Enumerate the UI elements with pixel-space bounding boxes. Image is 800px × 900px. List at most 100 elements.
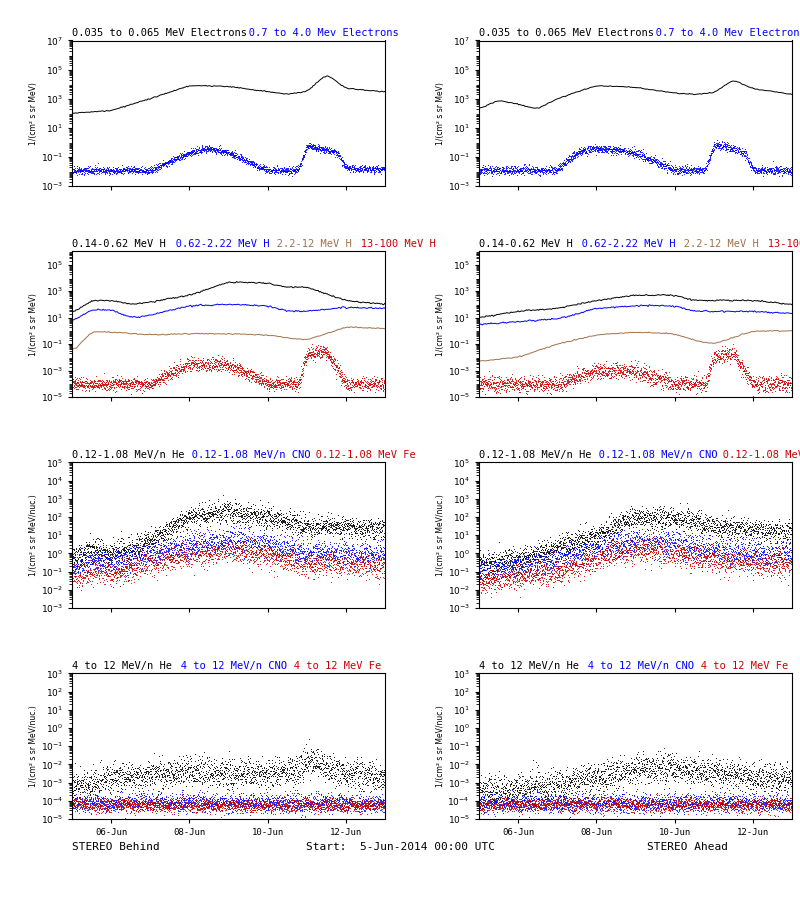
Point: [506, 789, 519, 804]
Point: [742, 759, 755, 773]
Point: [364, 797, 377, 812]
Point: [220, 763, 233, 778]
Point: [332, 552, 345, 566]
Point: [713, 757, 726, 771]
Point: [508, 789, 521, 804]
Point: [189, 535, 202, 549]
Point: [682, 548, 695, 562]
Point: [163, 552, 176, 566]
Point: [658, 158, 670, 173]
Point: [574, 792, 586, 806]
Point: [570, 550, 583, 564]
Point: [246, 372, 258, 386]
Point: [654, 530, 667, 544]
Point: [248, 369, 261, 383]
Point: [70, 770, 83, 784]
Point: [617, 366, 630, 381]
Point: [782, 376, 794, 391]
Point: [660, 796, 673, 810]
Point: [73, 550, 86, 564]
Point: [195, 537, 208, 552]
Point: [132, 375, 145, 390]
Point: [715, 140, 728, 155]
Point: [625, 544, 638, 558]
Point: [86, 547, 98, 562]
Point: [594, 141, 606, 156]
Point: [728, 799, 741, 814]
Point: [134, 374, 147, 389]
Point: [87, 776, 100, 790]
Point: [334, 522, 346, 536]
Point: [666, 163, 679, 177]
Point: [240, 503, 253, 517]
Point: [622, 527, 634, 542]
Point: [190, 536, 203, 550]
Point: [777, 771, 790, 786]
Point: [570, 375, 583, 390]
Point: [130, 795, 143, 809]
Point: [115, 761, 128, 776]
Point: [761, 528, 774, 543]
Point: [640, 536, 653, 551]
Point: [310, 522, 323, 536]
Point: [689, 799, 702, 814]
Point: [278, 789, 290, 804]
Point: [164, 538, 177, 553]
Point: [619, 793, 632, 807]
Point: [215, 497, 228, 511]
Point: [86, 161, 99, 176]
Point: [773, 544, 786, 558]
Point: [474, 382, 486, 396]
Point: [699, 804, 712, 818]
Point: [534, 778, 546, 793]
Point: [705, 796, 718, 810]
Point: [724, 350, 737, 365]
Point: [78, 800, 90, 814]
Point: [360, 536, 373, 551]
Point: [494, 380, 506, 394]
Point: [219, 799, 232, 814]
Point: [127, 803, 140, 817]
Point: [321, 142, 334, 157]
Point: [608, 552, 621, 566]
Point: [693, 554, 706, 568]
Point: [130, 765, 143, 779]
Point: [553, 162, 566, 176]
Point: [152, 543, 165, 557]
Point: [169, 798, 182, 813]
Point: [309, 539, 322, 554]
Point: [206, 536, 219, 551]
Point: [550, 537, 563, 552]
Point: [544, 555, 557, 570]
Point: [760, 553, 773, 567]
Point: [735, 515, 748, 529]
Point: [738, 554, 751, 569]
Point: [718, 790, 730, 805]
Point: [760, 564, 773, 579]
Point: [658, 535, 671, 549]
Point: [150, 525, 163, 539]
Point: [582, 535, 594, 549]
Point: [166, 763, 178, 778]
Point: [90, 778, 103, 792]
Point: [343, 804, 356, 818]
Point: [593, 366, 606, 381]
Point: [304, 524, 317, 538]
Point: [591, 776, 604, 790]
Point: [742, 369, 755, 383]
Point: [331, 147, 344, 161]
Point: [295, 766, 308, 780]
Point: [364, 518, 377, 532]
Point: [701, 796, 714, 811]
Point: [151, 795, 164, 809]
Point: [528, 780, 541, 795]
Point: [517, 577, 530, 591]
Point: [138, 536, 150, 550]
Point: [634, 802, 647, 816]
Point: [346, 164, 359, 178]
Point: [236, 359, 249, 374]
Point: [478, 161, 491, 176]
Point: [654, 540, 666, 554]
Point: [691, 796, 704, 811]
Point: [359, 544, 372, 558]
